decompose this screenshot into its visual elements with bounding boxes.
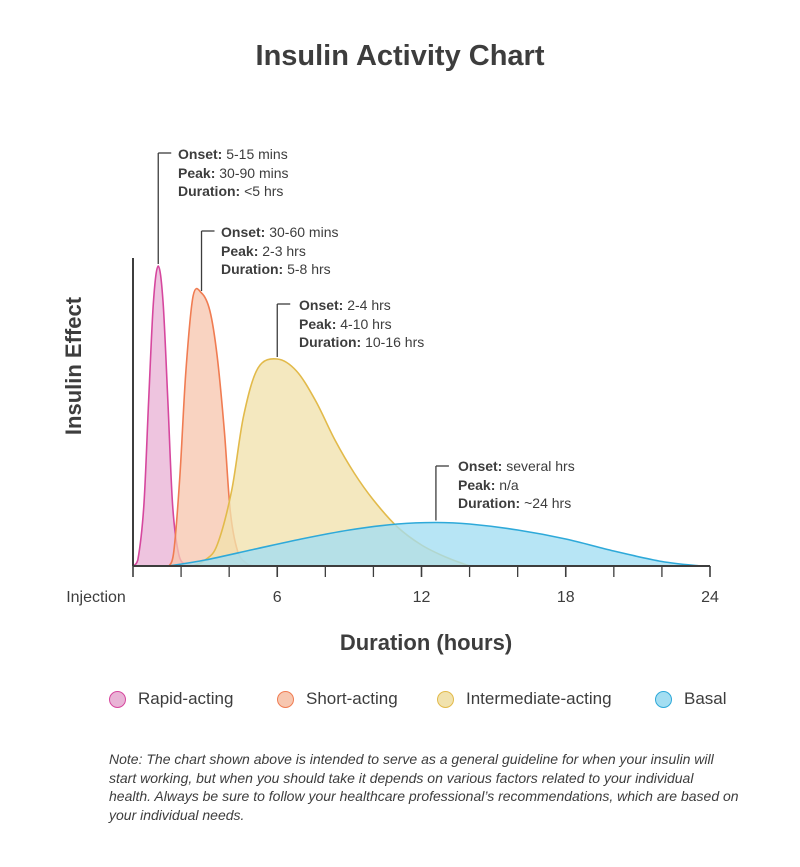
annotation-intermediate-acting: Onset: 2-4 hrs Peak: 4-10 hrs Duration: … xyxy=(299,297,425,350)
x-axis-label: Duration (hours) xyxy=(339,630,513,655)
x-tick-label-24: 24 xyxy=(701,589,719,606)
annotation-rapid-acting: Onset: 5-15 mins Peak: 30-90 mins Durati… xyxy=(178,146,289,199)
legend-swatch-rapid-acting xyxy=(109,690,126,708)
x-tick-label-0: Injection xyxy=(66,589,126,606)
legend-swatch-intermediate-acting xyxy=(437,690,454,708)
legend-label: Rapid-acting xyxy=(138,689,234,708)
x-tick-label-6: 6 xyxy=(273,589,282,606)
legend-label: Intermediate-acting xyxy=(466,689,612,708)
area-basal xyxy=(169,522,701,566)
y-axis-label: Insulin Effect xyxy=(61,296,86,436)
area-intermediate-acting xyxy=(193,358,470,566)
x-tick-label-12: 12 xyxy=(413,589,431,606)
legend-item-basal: Basal xyxy=(655,689,727,709)
annotation-basal: Onset: several hrs Peak: n/a Duration: ~… xyxy=(458,458,575,511)
chart-title: Insulin Activity Chart xyxy=(255,40,545,72)
legend-label: Short-acting xyxy=(306,689,398,708)
x-tick-label-18: 18 xyxy=(557,589,575,606)
legend-swatch-basal xyxy=(655,690,672,708)
legend-item-rapid-acting: Rapid-acting xyxy=(109,689,233,709)
legend-item-intermediate-acting: Intermediate-acting xyxy=(437,689,612,709)
annotation-short-acting: Onset: 30-60 mins Peak: 2-3 hrs Duration… xyxy=(221,224,339,277)
legend-swatch-short-acting xyxy=(277,690,294,708)
legend-label: Basal xyxy=(684,689,727,708)
footnote: Note: The chart shown above is intended … xyxy=(109,751,739,823)
legend-item-short-acting: Short-acting xyxy=(277,689,398,709)
line-basal xyxy=(168,521,701,567)
area-short-acting xyxy=(169,288,254,566)
legend: Rapid-acting Short-acting Intermediate-a… xyxy=(0,689,800,713)
area-rapid-acting xyxy=(133,266,196,566)
